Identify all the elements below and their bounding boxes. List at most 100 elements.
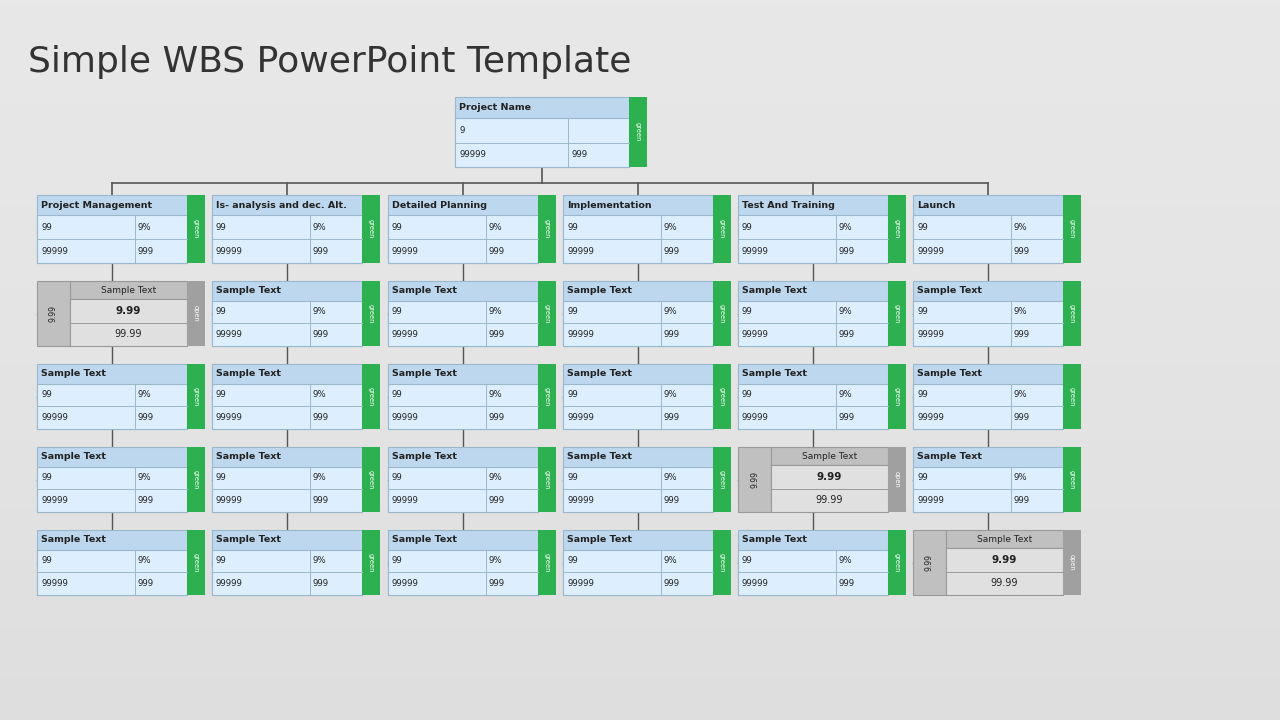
Bar: [362, 447, 380, 512]
Bar: [37, 281, 70, 346]
Text: Sample Text: Sample Text: [101, 286, 156, 294]
Text: 9%: 9%: [137, 390, 151, 400]
Bar: [362, 364, 380, 429]
Text: 9%: 9%: [838, 307, 852, 316]
Text: 99.99: 99.99: [815, 495, 844, 505]
Text: green: green: [193, 553, 198, 572]
Text: 999: 999: [663, 413, 680, 422]
Text: 99: 99: [567, 307, 577, 316]
Text: 99999: 99999: [916, 246, 943, 256]
Bar: [362, 281, 380, 346]
Bar: [563, 364, 713, 429]
Text: 99: 99: [567, 473, 577, 482]
Text: 99999: 99999: [567, 413, 594, 422]
Text: Launch: Launch: [916, 201, 955, 210]
Text: green: green: [193, 220, 198, 239]
Bar: [362, 195, 380, 263]
Text: 99: 99: [567, 557, 577, 565]
Text: 9%: 9%: [838, 390, 852, 400]
Bar: [888, 530, 906, 595]
Bar: [739, 364, 888, 429]
Bar: [1062, 195, 1082, 263]
Text: 999: 999: [1014, 413, 1029, 422]
Text: green: green: [893, 553, 900, 572]
Bar: [913, 300, 1062, 346]
Text: 99999: 99999: [742, 246, 769, 256]
Text: green: green: [544, 553, 550, 572]
Bar: [913, 384, 1062, 429]
Text: green: green: [369, 220, 374, 239]
Bar: [212, 549, 362, 595]
Text: 99999: 99999: [216, 413, 243, 422]
Bar: [713, 530, 731, 595]
Text: 999: 999: [312, 579, 329, 588]
Text: 999: 999: [663, 246, 680, 256]
Bar: [913, 530, 946, 595]
Text: 99999: 99999: [742, 579, 769, 588]
Text: Test And Training: Test And Training: [742, 201, 835, 210]
Bar: [212, 447, 362, 512]
Bar: [388, 530, 538, 595]
Text: Is- analysis and dec. Alt.: Is- analysis and dec. Alt.: [216, 201, 347, 210]
Text: 999: 999: [1014, 246, 1029, 256]
Bar: [538, 281, 556, 346]
Bar: [187, 281, 205, 346]
Text: 9%: 9%: [663, 307, 677, 316]
Text: green: green: [369, 553, 374, 572]
Bar: [454, 97, 628, 167]
Bar: [563, 300, 713, 346]
Bar: [771, 465, 888, 512]
Bar: [1062, 281, 1082, 346]
Text: 999: 999: [137, 579, 154, 588]
Text: 999: 999: [137, 246, 154, 256]
Text: 9%: 9%: [1014, 473, 1027, 482]
Bar: [563, 549, 713, 595]
Bar: [388, 364, 538, 429]
Bar: [187, 530, 205, 595]
Text: Sample Text: Sample Text: [801, 451, 858, 461]
Text: green: green: [1069, 387, 1075, 406]
Text: 99: 99: [216, 390, 227, 400]
Text: 9%: 9%: [312, 390, 326, 400]
Bar: [388, 447, 538, 512]
Text: 9%: 9%: [489, 222, 502, 232]
Text: Sample Text: Sample Text: [567, 452, 632, 462]
Text: 99: 99: [916, 473, 928, 482]
Text: 999: 999: [137, 496, 154, 505]
Text: 999: 999: [312, 330, 329, 339]
Text: green: green: [369, 387, 374, 406]
Text: 99: 99: [567, 222, 577, 232]
Text: 9%: 9%: [312, 222, 326, 232]
Text: Detailed Planning: Detailed Planning: [392, 201, 486, 210]
Bar: [212, 364, 362, 429]
Text: 9.99: 9.99: [992, 555, 1018, 565]
Text: 99999: 99999: [41, 579, 68, 588]
Bar: [212, 215, 362, 263]
Bar: [739, 195, 888, 263]
Bar: [888, 281, 906, 346]
Text: 999: 999: [489, 330, 504, 339]
Text: 9%: 9%: [663, 390, 677, 400]
Bar: [739, 384, 888, 429]
Text: 99999: 99999: [916, 330, 943, 339]
Text: green: green: [893, 387, 900, 406]
Text: Sample Text: Sample Text: [392, 452, 457, 462]
Text: 99999: 99999: [216, 330, 243, 339]
Bar: [388, 467, 538, 512]
Text: green: green: [719, 470, 724, 489]
Bar: [187, 364, 205, 429]
Text: Sample Text: Sample Text: [216, 369, 282, 378]
Bar: [563, 530, 713, 595]
Text: 9%: 9%: [663, 473, 677, 482]
Text: green: green: [369, 470, 374, 489]
Text: Project Name: Project Name: [460, 103, 531, 112]
Text: open: open: [893, 471, 900, 488]
Bar: [888, 364, 906, 429]
Text: 99999: 99999: [392, 413, 419, 422]
Bar: [388, 300, 538, 346]
Bar: [739, 300, 888, 346]
Text: 999: 999: [489, 413, 504, 422]
Bar: [70, 300, 187, 346]
Bar: [37, 215, 187, 263]
Text: green: green: [1069, 220, 1075, 239]
